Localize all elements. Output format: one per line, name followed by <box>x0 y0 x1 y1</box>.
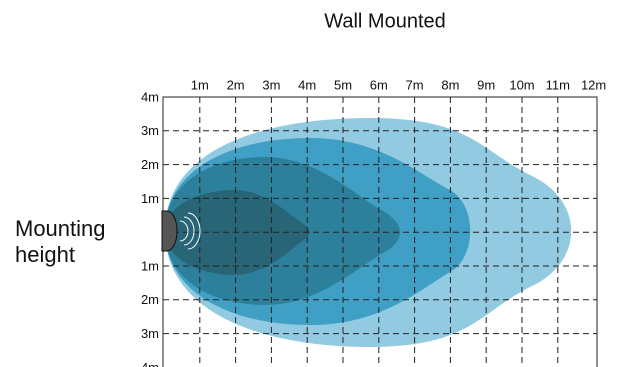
side-label: height <box>15 242 75 267</box>
side-label: Mounting <box>15 216 106 241</box>
top-axis-label: 2m <box>227 77 245 92</box>
left-axis-label: 4m <box>141 360 159 367</box>
wave <box>187 212 201 250</box>
left-axis-label: 3m <box>141 326 159 341</box>
left-axis-label: 1m <box>141 258 159 273</box>
top-axis-label: 8m <box>441 77 459 92</box>
top-axis-label: 12m <box>581 77 606 92</box>
top-axis-label: 9m <box>477 77 495 92</box>
left-axis-label: 4m <box>141 89 159 104</box>
left-axis-label: 2m <box>141 292 159 307</box>
top-axis-label: 10m <box>509 77 534 92</box>
wave <box>183 216 195 246</box>
top-axis-label: 5m <box>334 77 352 92</box>
top-axis-label: 1m <box>191 77 209 92</box>
wave <box>179 220 189 242</box>
top-axis-label: 4m <box>298 77 316 92</box>
top-axis-label: 11m <box>546 77 570 92</box>
top-axis-label: 6m <box>370 77 388 92</box>
sensor-body <box>161 210 178 252</box>
top-axis-label: 7m <box>406 77 424 92</box>
title: Wall Mounted <box>324 10 446 32</box>
grid <box>162 96 598 367</box>
left-axis-label: 2m <box>141 157 159 172</box>
sensor <box>161 210 201 252</box>
top-axis-label: 3m <box>262 77 280 92</box>
left-axis-label: 3m <box>141 123 159 138</box>
left-axis-label: 1m <box>141 191 159 206</box>
